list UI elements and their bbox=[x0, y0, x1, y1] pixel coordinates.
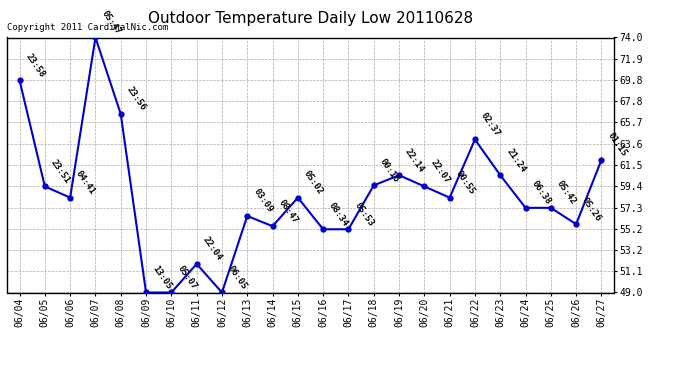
Text: 05:47: 05:47 bbox=[99, 9, 122, 36]
Text: 08:47: 08:47 bbox=[277, 198, 299, 225]
Text: 05:42: 05:42 bbox=[555, 179, 578, 207]
Text: 06:38: 06:38 bbox=[530, 179, 553, 207]
Text: 06:05: 06:05 bbox=[226, 264, 249, 291]
Text: 23:51: 23:51 bbox=[49, 158, 72, 185]
Text: 22:14: 22:14 bbox=[403, 147, 426, 174]
Text: 21:24: 21:24 bbox=[504, 147, 527, 174]
Text: 13:05: 13:05 bbox=[150, 264, 173, 291]
Text: 22:07: 22:07 bbox=[428, 158, 451, 185]
Text: 23:56: 23:56 bbox=[125, 86, 148, 112]
Text: 03:09: 03:09 bbox=[251, 188, 274, 214]
Text: 04:41: 04:41 bbox=[75, 169, 97, 196]
Text: 05:02: 05:02 bbox=[302, 169, 325, 196]
Text: 00:55: 00:55 bbox=[454, 169, 477, 196]
Text: 05:07: 05:07 bbox=[175, 264, 198, 291]
Text: 05:26: 05:26 bbox=[580, 196, 603, 223]
Text: 22:04: 22:04 bbox=[201, 236, 224, 262]
Text: 02:37: 02:37 bbox=[479, 111, 502, 138]
Text: 00:16: 00:16 bbox=[378, 157, 401, 184]
Text: Outdoor Temperature Daily Low 20110628: Outdoor Temperature Daily Low 20110628 bbox=[148, 11, 473, 26]
Text: 01:15: 01:15 bbox=[606, 131, 629, 159]
Text: 08:34: 08:34 bbox=[327, 201, 350, 228]
Text: 23:58: 23:58 bbox=[23, 52, 46, 79]
Text: Copyright 2011 CardinalNic.com: Copyright 2011 CardinalNic.com bbox=[7, 23, 168, 32]
Text: 05:53: 05:53 bbox=[353, 201, 375, 228]
